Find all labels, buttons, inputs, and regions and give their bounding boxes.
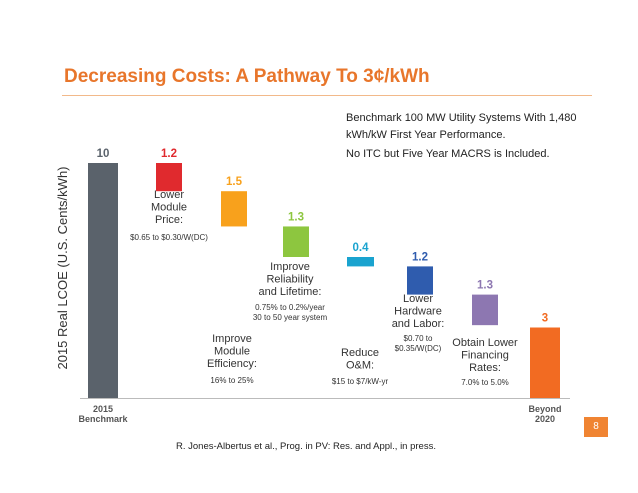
bar-5: [347, 257, 374, 267]
step-caption-4: Reliability: [266, 274, 314, 286]
step-detail-5: $15 to $7/kW-yr: [332, 377, 389, 386]
step-caption-2: Lower: [154, 189, 184, 201]
step-detail-6: $0.35/W(DC): [395, 344, 442, 353]
step-caption-4: and Lifetime:: [259, 286, 322, 298]
step-caption-2: Module: [151, 202, 187, 214]
bar-value-label-1: 10: [97, 148, 110, 160]
step-caption-6: and Labor:: [392, 318, 445, 330]
bar-value-label-4: 1.3: [288, 211, 304, 223]
step-detail-4: 0.75% to 0.2%/year: [255, 303, 325, 312]
step-caption-6: Hardware: [394, 306, 442, 318]
bar-1: [88, 163, 118, 398]
bar-3: [221, 191, 247, 227]
step-detail-2: $0.65 to $0.30/W(DC): [130, 233, 208, 242]
step-caption-3: Module: [214, 346, 250, 358]
slide-title: Decreasing Costs: A Pathway To 3¢/kWh: [64, 66, 430, 87]
bar-7: [472, 294, 498, 326]
bar-value-label-6: 1.2: [412, 251, 428, 263]
bar-value-label-3: 1.5: [226, 176, 243, 188]
step-detail-4: 30 to 50 year system: [253, 313, 328, 322]
bar-2: [156, 163, 182, 192]
benchmark-note-line-1: Benchmark 100 MW Utility Systems With 1,…: [346, 112, 577, 124]
itc-note: No ITC but Five Year MACRS is Included.: [346, 148, 550, 160]
bar-4: [283, 226, 309, 257]
step-caption-5: Reduce: [341, 347, 379, 359]
bar-6: [407, 266, 433, 295]
step-caption-5: O&M:: [346, 360, 374, 372]
bar-value-label-5: 0.4: [353, 242, 370, 254]
bar-value-label-8: 3: [542, 313, 548, 325]
benchmark-note-line-2: kWh/kW First Year Performance.: [346, 129, 506, 141]
bar-value-label-7: 1.3: [477, 280, 493, 292]
step-detail-3: 16% to 25%: [210, 376, 253, 385]
step-caption-7: Financing: [461, 350, 509, 362]
citation: R. Jones-Albertus et al., Prog. in PV: R…: [176, 441, 436, 452]
category-label-1: Benchmark: [78, 414, 128, 424]
step-detail-7: 7.0% to 5.0%: [461, 378, 509, 387]
title-underline: [62, 95, 592, 96]
step-caption-4: Improve: [270, 261, 310, 273]
step-caption-2: Price:: [155, 214, 183, 226]
step-caption-6: Lower: [403, 293, 433, 305]
category-label-8: 2020: [535, 414, 555, 424]
step-caption-3: Efficiency:: [207, 358, 257, 370]
page-number: 8: [584, 417, 608, 437]
step-caption-7: Obtain Lower: [452, 337, 518, 349]
step-caption-7: Rates:: [469, 362, 501, 374]
step-caption-3: Improve: [212, 333, 252, 345]
bar-value-label-2: 1.2: [161, 148, 177, 160]
category-label-1: 2015: [93, 404, 113, 414]
category-label-8: Beyond: [528, 404, 561, 414]
step-detail-6: $0.70 to: [404, 334, 433, 343]
bar-8: [530, 327, 560, 398]
y-axis-label: 2015 Real LCOE (U.S. Cents/kWh): [55, 166, 70, 369]
